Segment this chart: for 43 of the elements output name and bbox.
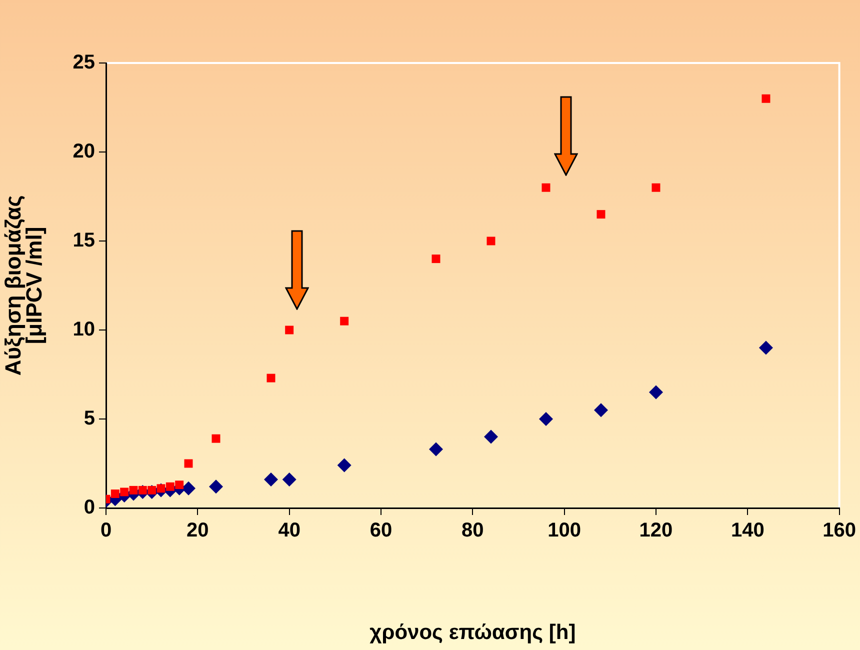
point xyxy=(110,490,120,498)
y-tick-label: 0 xyxy=(84,496,95,519)
point xyxy=(209,480,223,494)
point xyxy=(182,481,196,496)
x-tick-label: 0 xyxy=(100,520,112,542)
x-tick-label: 40 xyxy=(278,520,300,542)
point xyxy=(648,385,663,400)
point xyxy=(282,472,296,487)
x-tick-label: 20 xyxy=(186,520,209,542)
point xyxy=(340,316,349,326)
point xyxy=(486,236,496,246)
x-tick-label: 120 xyxy=(639,520,673,542)
point xyxy=(538,412,553,426)
x-tick-label: 160 xyxy=(822,520,856,542)
point xyxy=(266,374,276,382)
point xyxy=(285,326,294,334)
point xyxy=(129,486,138,494)
x-tick-label: 60 xyxy=(370,520,392,542)
point xyxy=(542,183,550,192)
point xyxy=(120,488,129,496)
point xyxy=(428,442,443,456)
y-axis-title: Αύξηση βιομάζας [μIPCV /ml] xyxy=(0,195,46,376)
point xyxy=(596,210,606,219)
point xyxy=(484,430,498,444)
x-tick-label: 140 xyxy=(730,520,764,542)
point xyxy=(432,254,440,264)
point xyxy=(166,482,174,491)
point xyxy=(762,94,770,103)
point xyxy=(175,480,184,490)
y-tick-label: 20 xyxy=(72,140,95,163)
y-tick-label: 25 xyxy=(72,52,95,74)
point xyxy=(652,183,660,192)
y-tick-label: 5 xyxy=(84,408,95,430)
point xyxy=(264,472,278,487)
point xyxy=(594,403,608,418)
point xyxy=(758,340,773,355)
point xyxy=(337,458,352,472)
x-axis-title: χρόνος επώασης [h] xyxy=(370,621,576,644)
y-tick-label: 15 xyxy=(72,230,95,252)
y-tick-label: 10 xyxy=(72,318,95,341)
x-tick-label: 80 xyxy=(462,520,484,542)
point xyxy=(212,434,220,443)
x-tick-label: 100 xyxy=(548,520,582,542)
